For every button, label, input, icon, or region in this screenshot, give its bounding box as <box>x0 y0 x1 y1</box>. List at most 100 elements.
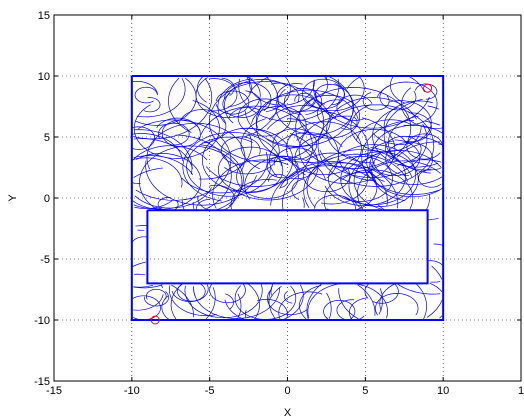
trajectory-series <box>130 75 445 321</box>
trajectory-arc <box>217 146 284 193</box>
trajectory-arc <box>429 282 443 292</box>
trajectory-arc <box>426 299 443 318</box>
trajectory-arc <box>302 166 351 193</box>
trajectory-arc <box>134 273 146 276</box>
trajectory-arc <box>270 165 379 206</box>
trajectory-arc <box>319 76 329 98</box>
x-tick-label: -5 <box>205 385 215 397</box>
trajectory-arc <box>230 179 277 210</box>
x-axis-ticks: -15 -10 -5 0 5 10 1 <box>46 15 524 397</box>
trajectory-arc <box>197 76 207 103</box>
trajectory-arc <box>415 283 427 320</box>
trajectory-arc <box>362 92 390 111</box>
trajectory-arc <box>438 143 444 146</box>
trajectory-arc <box>133 77 213 140</box>
trajectory-arc <box>236 154 299 199</box>
trajectory-arc <box>133 285 154 288</box>
trajectory-obstacle-boundary <box>146 209 429 285</box>
trajectory-arc <box>131 126 155 150</box>
trajectory-arc <box>326 97 417 164</box>
trajectory-arc <box>135 77 197 126</box>
trajectory-arc <box>323 299 356 321</box>
trajectory-arc <box>291 178 305 200</box>
y-axis-label: Y <box>7 194 19 202</box>
trajectory-arc <box>237 98 292 137</box>
x-tick-label: -15 <box>46 385 62 397</box>
trajectory-arc <box>325 316 329 320</box>
y-tick-label: -10 <box>34 315 50 327</box>
x-tick-label: -10 <box>124 385 140 397</box>
trajectory-arc <box>232 283 246 303</box>
trajectory-arc <box>287 118 339 179</box>
trajectory-arc <box>225 293 234 310</box>
trajectory-arc <box>336 299 355 321</box>
trajectory-arc <box>307 283 342 319</box>
trajectory-arc <box>132 145 208 161</box>
trajectory-arc <box>205 287 216 320</box>
trajectory-arc <box>169 285 217 316</box>
trajectory-arc <box>376 81 438 126</box>
trajectory-arc <box>131 261 147 268</box>
trajectory-arc <box>279 161 388 207</box>
trajectory-arc <box>197 195 209 211</box>
trajectory-arc <box>208 78 238 112</box>
trajectory-arc <box>326 208 330 211</box>
trajectory-arc <box>215 90 250 115</box>
trajectory-arc <box>276 83 317 112</box>
trajectory-arc <box>439 315 443 319</box>
trajectory-arc <box>184 284 263 319</box>
trajectory-arc <box>135 189 187 201</box>
trajectory-arc <box>364 283 370 299</box>
trajectory-arc <box>354 283 388 319</box>
trajectory-arc <box>195 77 244 119</box>
trajectory-arc <box>132 295 161 321</box>
y-tick-label: -15 <box>34 376 50 388</box>
trajectory-arc <box>372 107 439 168</box>
trajectory-arc <box>431 265 443 280</box>
trajectory-arc <box>132 133 183 162</box>
trajectory-arc <box>220 136 261 165</box>
trajectory-arc <box>378 288 384 315</box>
trajectory-arc <box>198 132 253 180</box>
trajectory-arc <box>182 131 282 202</box>
trajectory-arc <box>407 135 444 146</box>
trajectory-arc <box>295 87 412 169</box>
trajectory-arc <box>430 281 441 283</box>
y-tick-label: 15 <box>38 10 50 22</box>
trajectory-arc <box>350 104 422 153</box>
trajectory-arc <box>134 86 158 104</box>
trajectory-arc <box>306 283 323 320</box>
trajectory-arc <box>132 152 202 210</box>
trajectory-arc <box>304 77 365 112</box>
trajectory-arc <box>195 199 210 211</box>
trajectory-arc <box>221 77 235 96</box>
trajectory-arc <box>278 291 323 320</box>
trajectory-arc <box>177 283 206 302</box>
marker-circle-2 <box>150 315 160 325</box>
trajectory-arc <box>161 285 163 289</box>
y-tick-label: 0 <box>44 193 50 205</box>
trajectory-arc <box>369 139 421 177</box>
trajectory-arc <box>136 78 186 118</box>
trajectory-arc <box>268 173 289 188</box>
trajectory-arc <box>418 168 442 188</box>
trajectory-arc <box>268 105 337 121</box>
trajectory-arc <box>243 77 279 138</box>
trajectory-arc <box>268 285 275 319</box>
trajectory-arc <box>361 120 440 195</box>
trajectory-arc <box>244 75 354 147</box>
trajectory-arc <box>379 85 417 111</box>
trajectory-arc <box>171 284 194 318</box>
trajectory-arc <box>340 169 414 210</box>
trajectory-arc <box>134 284 163 289</box>
trajectory-arc <box>299 285 322 320</box>
trajectory-arc <box>373 283 399 304</box>
trajectory-arc <box>390 76 405 104</box>
trajectory-arc <box>283 87 323 115</box>
trajectory-arc <box>301 78 345 110</box>
trajectory-arc <box>173 200 179 211</box>
marker-circle-1 <box>423 83 433 93</box>
trajectory-arc <box>406 133 443 160</box>
trajectory-arc <box>133 167 163 178</box>
